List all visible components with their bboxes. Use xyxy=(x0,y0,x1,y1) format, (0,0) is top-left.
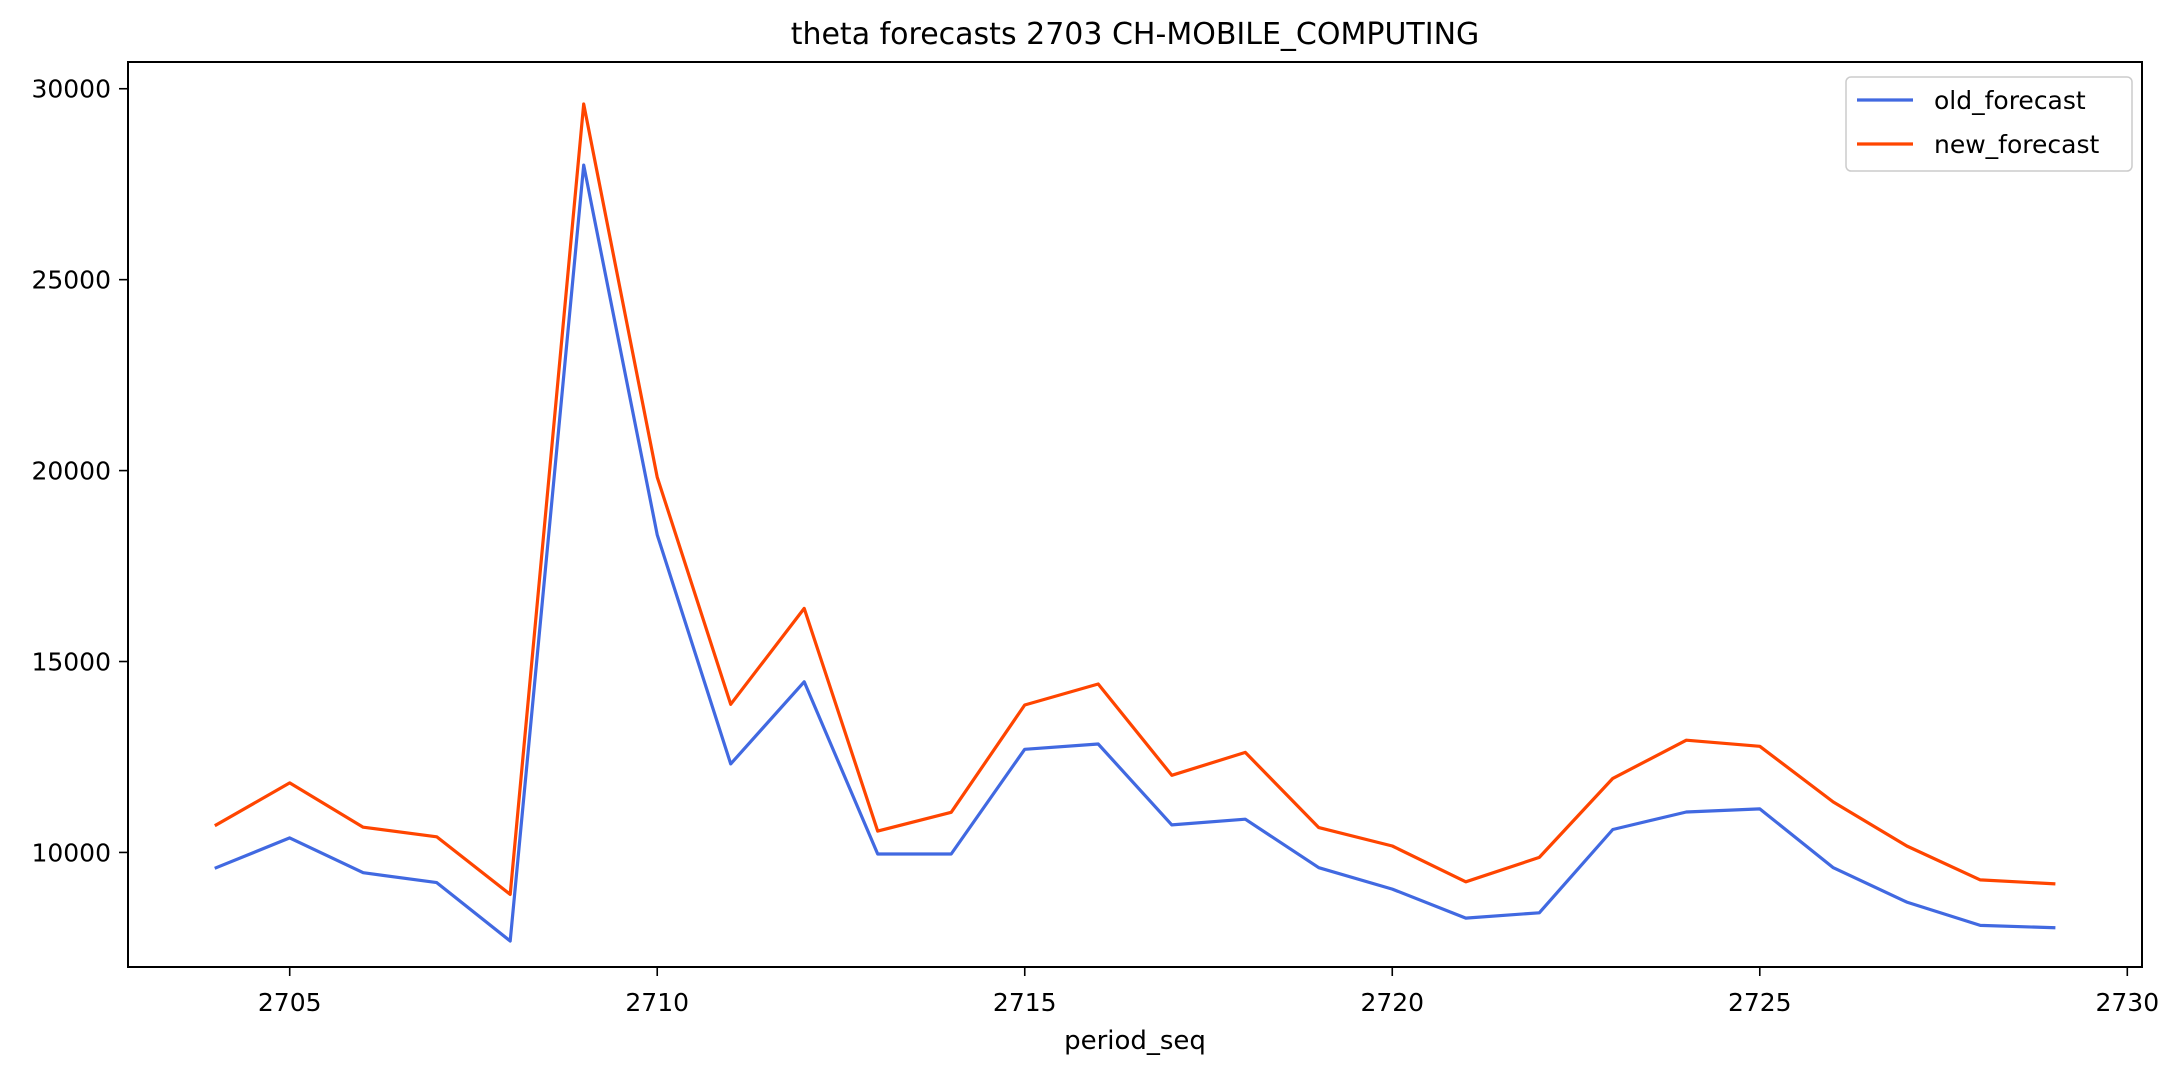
legend-label-new-forecast: new_forecast xyxy=(1934,130,2099,159)
series-lines xyxy=(214,102,2056,943)
y-tick-label: 10000 xyxy=(31,838,111,867)
y-tick-label: 30000 xyxy=(31,75,111,104)
y-axis: 10000 15000 20000 25000 30000 xyxy=(31,75,128,867)
y-tick-label: 20000 xyxy=(31,457,111,486)
plot-frame xyxy=(127,61,2143,968)
x-tick-label: 2710 xyxy=(625,988,689,1017)
legend: old_forecast new_forecast xyxy=(1845,76,2133,172)
y-tick-label: 25000 xyxy=(31,266,111,295)
x-tick-label: 2725 xyxy=(1728,988,1792,1017)
x-tick-label: 2705 xyxy=(258,988,322,1017)
y-tick-label: 15000 xyxy=(31,648,111,677)
series-line-old-forecast xyxy=(214,163,2056,943)
legend-label-old-forecast: old_forecast xyxy=(1934,86,2086,115)
x-tick-label: 2720 xyxy=(1360,988,1424,1017)
x-tick-label: 2715 xyxy=(993,988,1057,1017)
x-tick-label: 2730 xyxy=(2095,988,2159,1017)
legend-box xyxy=(1845,76,2133,172)
series-line-new-forecast xyxy=(214,102,2056,897)
x-axis: 2705 2710 2715 2720 2725 2730 xyxy=(258,967,2159,1017)
chart-title: theta forecasts 2703 CH-MOBILE_COMPUTING xyxy=(791,17,1480,52)
x-axis-label: period_seq xyxy=(1064,1026,1206,1056)
plot-area: 2705 2710 2715 2720 2725 2730 10000 15000 20000… xyxy=(31,61,2159,1017)
